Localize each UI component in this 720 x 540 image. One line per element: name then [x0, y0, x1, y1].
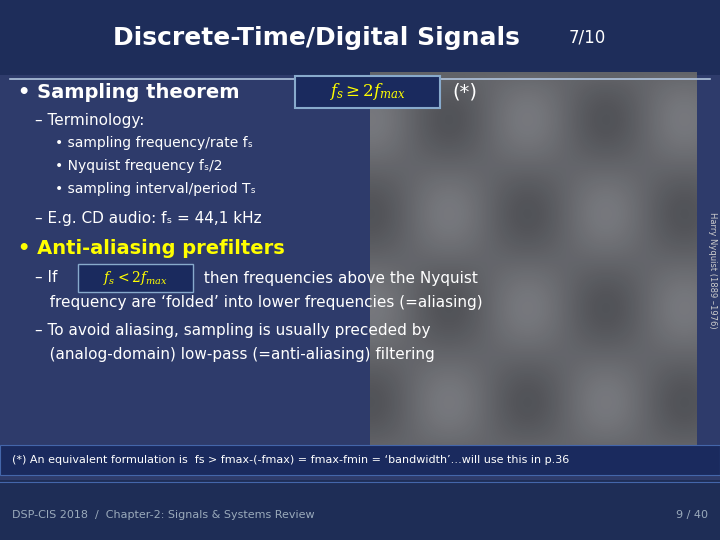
- Text: – Terminology:: – Terminology:: [35, 112, 145, 127]
- Text: then frequencies above the Nyquist: then frequencies above the Nyquist: [199, 271, 478, 286]
- Text: (analog-domain) low-pass (=anti-aliasing) filtering: (analog-domain) low-pass (=anti-aliasing…: [35, 347, 435, 361]
- Bar: [295, 76, 440, 108]
- Text: • sampling frequency/rate fₛ: • sampling frequency/rate fₛ: [55, 136, 253, 150]
- Bar: [78, 264, 193, 292]
- Text: • Nyquist frequency fₛ/2: • Nyquist frequency fₛ/2: [55, 159, 222, 173]
- Text: • sampling interval/period Tₛ: • sampling interval/period Tₛ: [55, 182, 256, 196]
- Bar: [0, 445, 720, 475]
- Text: Harry Nyquist (1889 –1976): Harry Nyquist (1889 –1976): [708, 212, 716, 328]
- Text: $f_s < 2f_{max}$: $f_s < 2f_{max}$: [103, 269, 168, 287]
- Text: – To avoid aliasing, sampling is usually preceded by: – To avoid aliasing, sampling is usually…: [35, 322, 431, 338]
- Text: 9 / 40: 9 / 40: [676, 510, 708, 520]
- Text: $f_s \geq 2f_{max}$: $f_s \geq 2f_{max}$: [329, 82, 406, 103]
- Text: (*): (*): [452, 83, 477, 102]
- Text: DSP-CIS 2018  /  Chapter-2: Signals & Systems Review: DSP-CIS 2018 / Chapter-2: Signals & Syst…: [12, 510, 315, 520]
- Text: frequency are ‘folded’ into lower frequencies (=aliasing): frequency are ‘folded’ into lower freque…: [35, 294, 482, 309]
- Text: – If: – If: [35, 271, 62, 286]
- Bar: [0, 480, 720, 540]
- Text: – E.g. CD audio: fₛ = 44,1 kHz: – E.g. CD audio: fₛ = 44,1 kHz: [35, 211, 261, 226]
- Text: 7/10: 7/10: [569, 29, 606, 46]
- Text: • Anti-aliasing prefilters: • Anti-aliasing prefilters: [18, 239, 284, 258]
- Bar: [0, 0, 720, 75]
- Text: Discrete-Time/Digital Signals: Discrete-Time/Digital Signals: [113, 25, 521, 50]
- Text: (*) An equivalent formulation is  fs > fmax-(-fmax) = fmax-fmin = ‘bandwidth’…wi: (*) An equivalent formulation is fs > fm…: [12, 455, 570, 465]
- Text: • Sampling theorem: • Sampling theorem: [18, 83, 240, 102]
